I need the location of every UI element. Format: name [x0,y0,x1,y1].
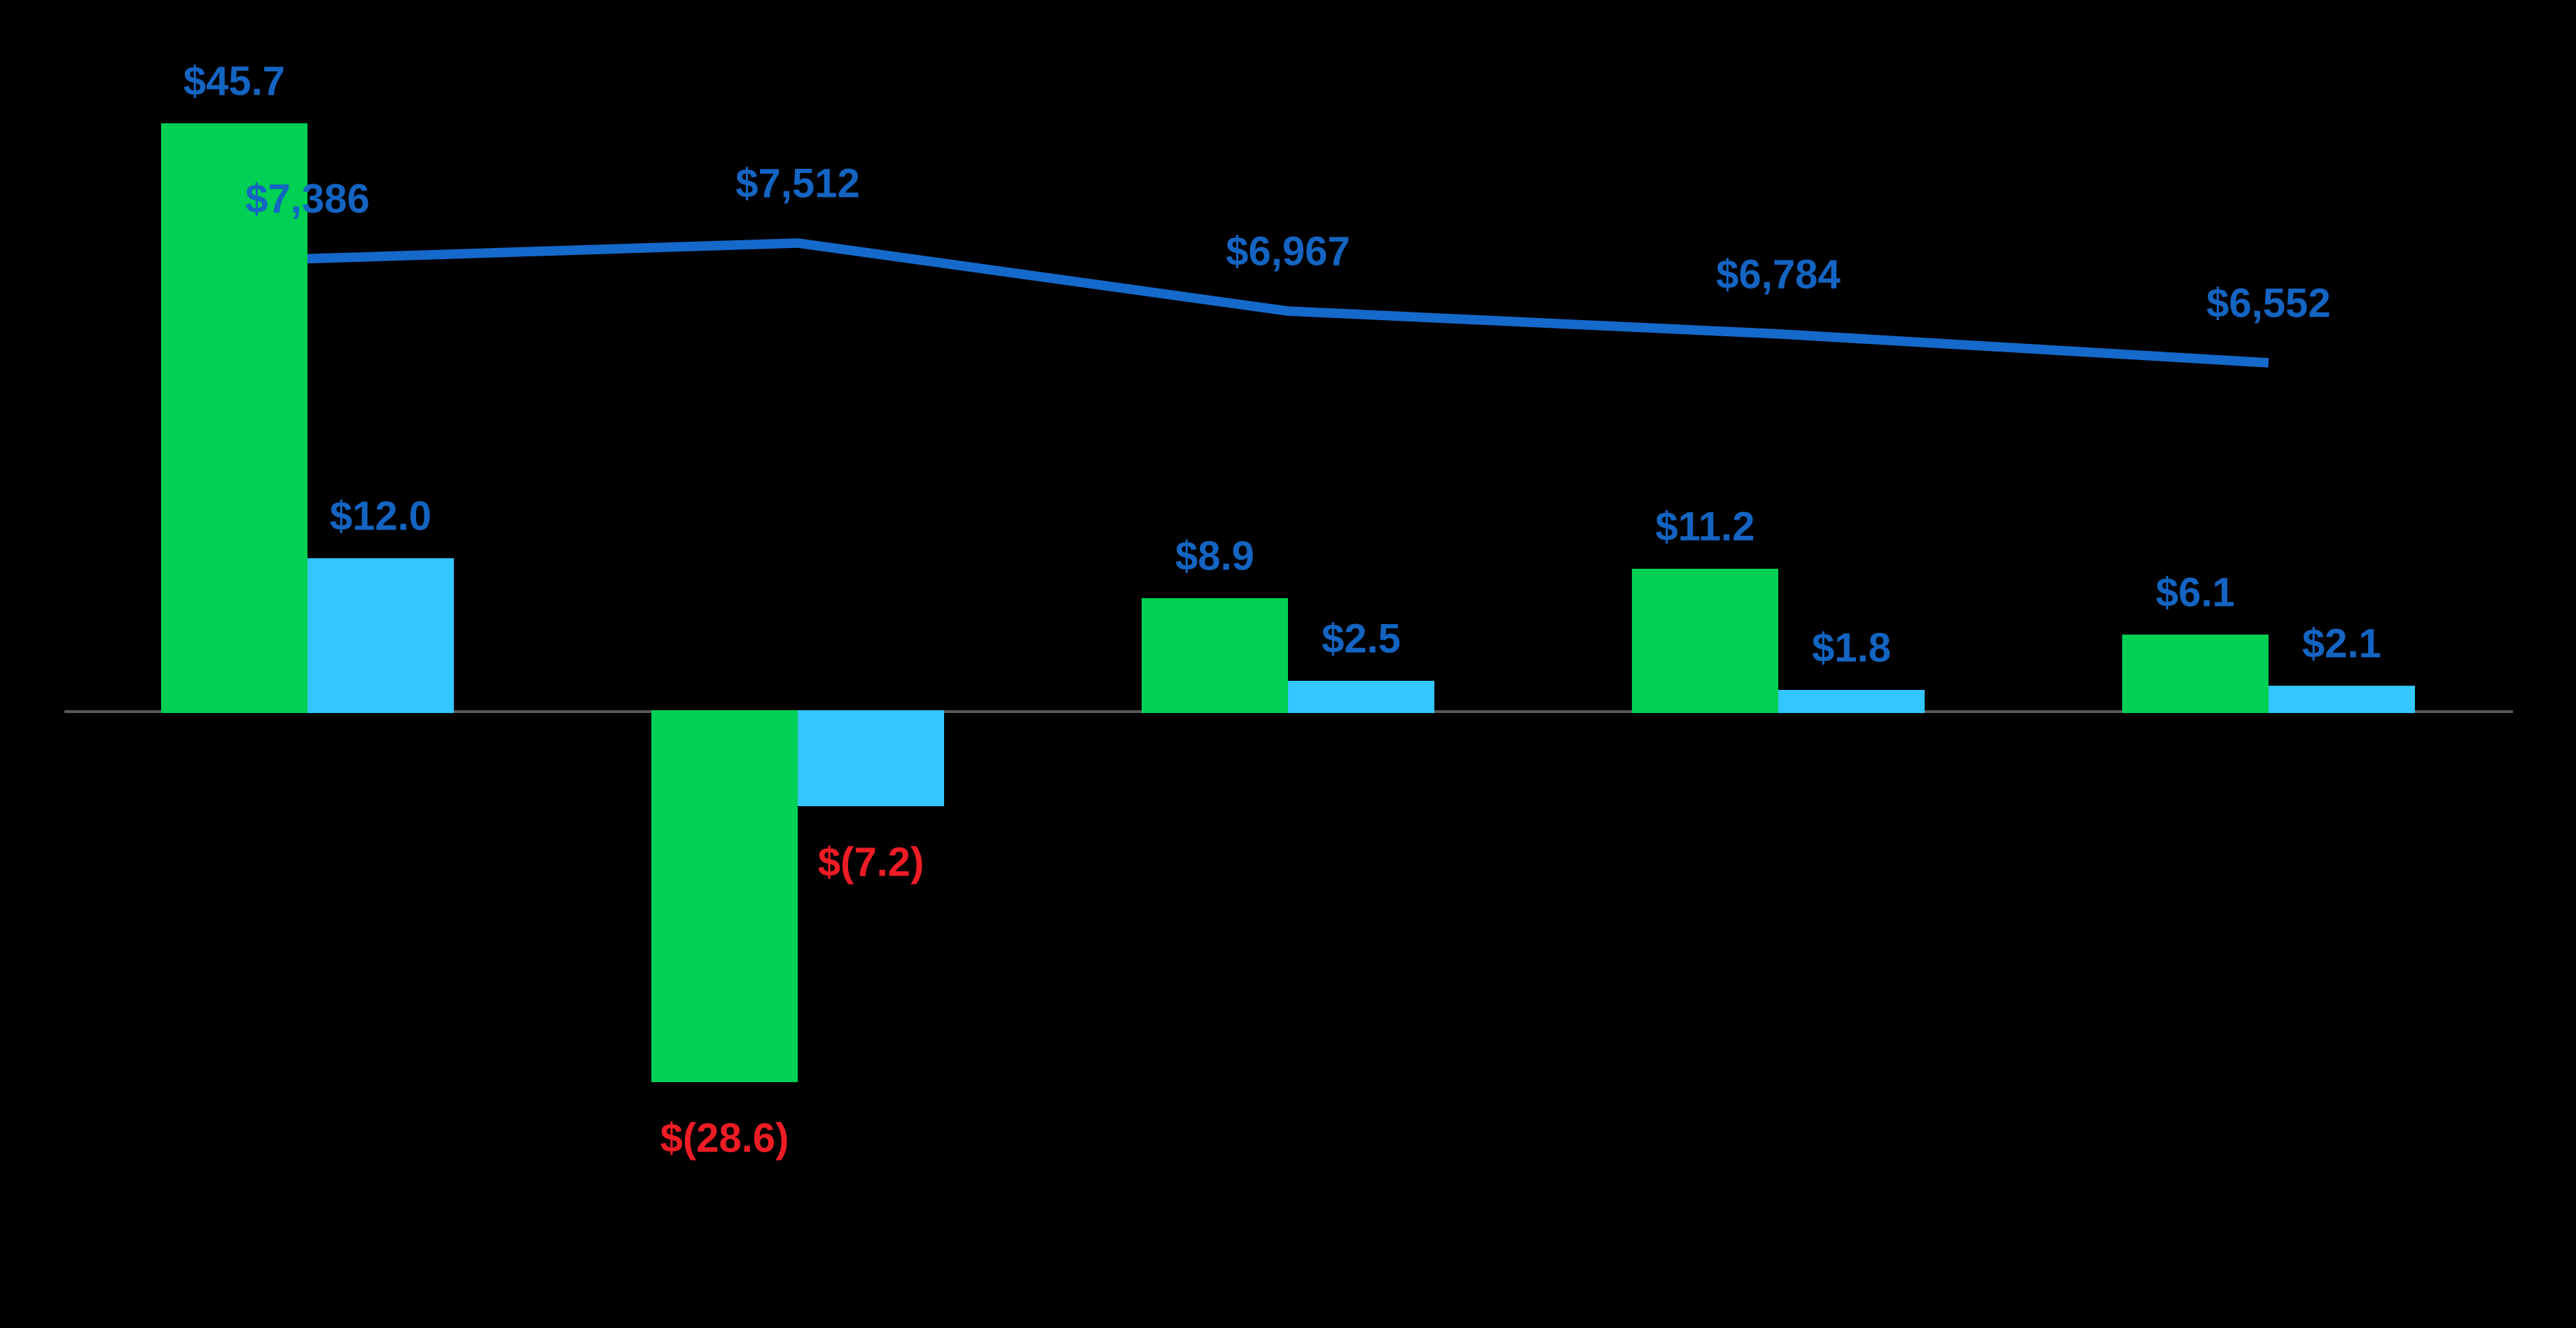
line-value-label-1: $7,386 [245,176,370,222]
bar-value-label-green-bars-5: $6.1 [2156,569,2235,616]
bar-green-bars-2 [651,710,798,1082]
bar-value-label-cyan-bars-2: $(7.2) [817,839,925,885]
bar-cyan-bars-2 [798,710,944,806]
bar-green-bars-1 [161,123,307,713]
bar-value-label-cyan-bars-4: $1.8 [1812,625,1891,671]
bar-cyan-bars-4 [1778,689,1925,713]
line-value-label-3: $6,967 [1226,228,1350,275]
bar-cyan-bars-3 [1288,680,1434,713]
bar-cyan-bars-5 [2269,686,2415,713]
bar-green-bars-4 [1632,568,1778,713]
line-value-label-2: $7,512 [735,160,860,207]
line-value-label-5: $6,552 [2206,280,2331,326]
bar-green-bars-5 [2122,634,2269,713]
bar-value-label-cyan-bars-5: $2.1 [2302,621,2381,667]
line-value-label-4: $6,784 [1716,251,1841,298]
bar-value-label-cyan-bars-1: $12.0 [329,493,432,539]
bar-green-bars-3 [1142,598,1288,713]
bar-cyan-bars-1 [307,558,454,713]
trend-polyline [307,238,2269,368]
bar-value-label-green-bars-3: $8.9 [1175,533,1254,579]
bar-value-label-cyan-bars-3: $2.5 [1322,616,1401,662]
bar-value-label-green-bars-1: $45.7 [183,58,286,104]
bar-value-label-green-bars-2: $(28.6) [660,1115,789,1161]
bar-value-label-green-bars-4: $11.2 [1655,504,1755,550]
